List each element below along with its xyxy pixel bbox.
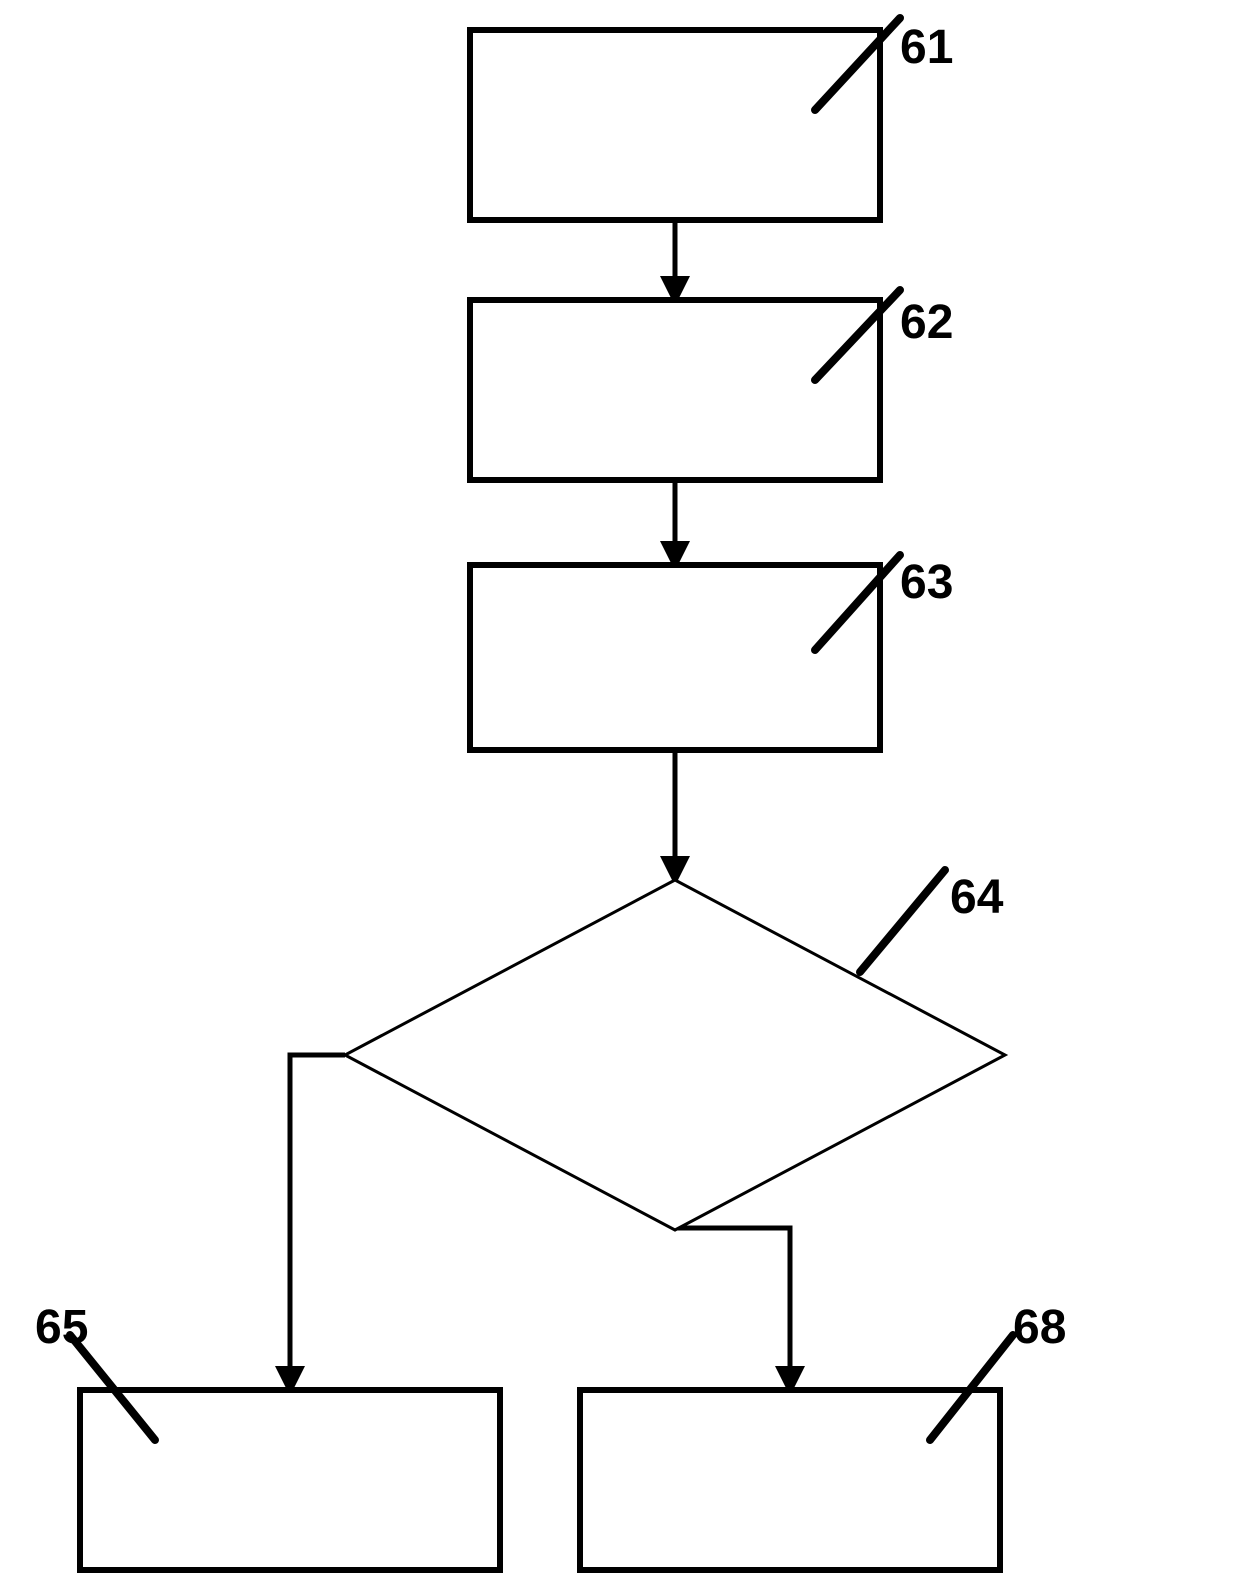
edge-n64-n65	[290, 1055, 345, 1390]
label-64: 64	[950, 870, 1003, 925]
label-65: 65	[35, 1300, 88, 1355]
node-n64	[345, 880, 1005, 1230]
node-n65	[80, 1390, 500, 1570]
node-n61	[470, 30, 880, 220]
label-68: 68	[1013, 1300, 1066, 1355]
node-n62	[470, 300, 880, 480]
callout-line-n64	[860, 870, 945, 972]
label-63: 63	[900, 555, 953, 610]
label-61: 61	[900, 20, 953, 75]
node-n63	[470, 565, 880, 750]
flowchart-canvas: 61 62 63 64 65 68	[0, 0, 1240, 1591]
edge-n64-n68	[675, 1228, 790, 1390]
node-n68	[580, 1390, 1000, 1570]
label-62: 62	[900, 295, 953, 350]
